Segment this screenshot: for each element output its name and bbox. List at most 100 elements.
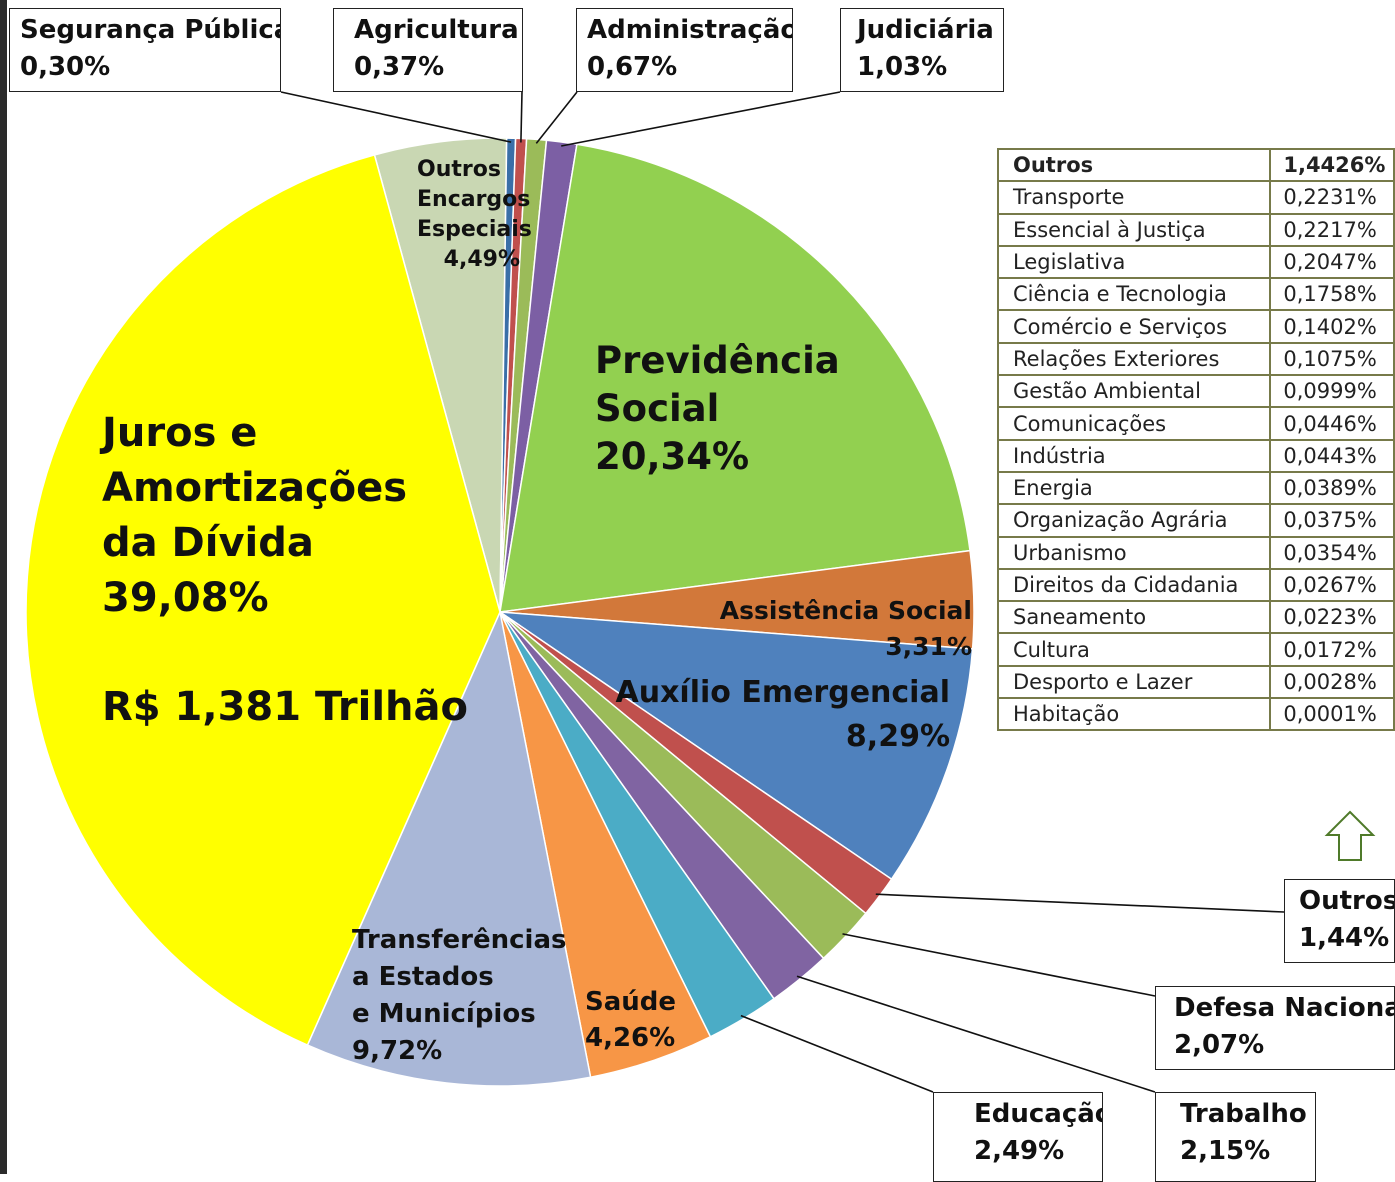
table-cell-value: 0,0389% [1269,470,1395,506]
callout-judiciaria-name: Judiciária [857,15,994,45]
table-cell-name: Indústria [996,438,1272,473]
callout-administracao-name: Administração [587,15,793,45]
table-cell-value: 0,0267% [1269,567,1395,603]
table-cell-name: Essencial à Justiça [996,212,1272,247]
label-auxilio-pct: 8,29% [846,719,950,754]
callout-judiciaria: Judiciária 1,03% [840,8,1004,92]
table-row: Legislativa 0,2047% [996,244,1395,280]
table-cell-value: 0,0375% [1269,503,1395,538]
callout-educacao: Educação 2,49% [933,1092,1103,1182]
table-cell-value: 0,0999% [1269,374,1395,409]
label-assistencia-name: Assistência Social [720,596,972,625]
label-outros-encargos-line1: Outros [417,157,501,182]
label-total: R$ 1,381 Trilhão [102,684,468,730]
label-juros-line1: Juros e [99,410,257,456]
callout-seguranca-publica: Segurança Pública 0,30% [9,8,281,92]
callout-outros-name: Outros [1299,886,1395,916]
callout-educacao-name: Educação [974,1099,1103,1129]
table-header-row: Outros 1,4426% [996,147,1395,183]
up-arrow-icon [1324,810,1376,861]
label-saude-name: Saúde [585,987,676,1017]
table-cell-name: Comércio e Serviços [996,309,1272,344]
table-cell-value: 0,0446% [1269,406,1395,441]
table-cell-value: 0,0443% [1269,438,1395,473]
table-row: Comércio e Serviços 0,1402% [996,309,1395,344]
table-cell-value: 0,0172% [1269,632,1395,667]
table-row: Desporto e Lazer 0,0028% [996,664,1395,700]
table-row: Comunicações 0,0446% [996,406,1395,441]
table-cell-value: 0,1402% [1269,309,1395,344]
table-row: Saneamento 0,0223% [996,600,1395,635]
label-outros-encargos-line3: Especiais [417,217,532,242]
table-header-value: 1,4426% [1269,147,1395,183]
table-cell-name: Direitos da Cidadania [996,567,1272,603]
label-transferencias-line2: a Estados [352,962,494,992]
label-saude-pct: 4,26% [585,1023,675,1053]
table-row: Ciência e Tecnologia 0,1758% [996,277,1395,312]
label-juros-line2: Amortizações [102,465,407,511]
label-transferencias-pct: 9,72% [352,1036,442,1066]
others-breakdown-table: Outros 1,4426% Transporte 0,2231% Essencia… [996,147,1395,732]
table-row: Direitos da Cidadania 0,0267% [996,567,1395,603]
callout-agricultura: Agricultura 0,37% [333,8,523,92]
callout-administracao-pct: 0,67% [587,52,678,82]
table-cell-value: 0,0028% [1269,664,1395,700]
table-cell-name: Urbanismo [996,535,1272,570]
table-cell-value: 0,1758% [1269,277,1395,312]
table-row: Relações Exteriores 0,1075% [996,341,1395,377]
label-previdencia-pct: 20,34% [595,435,749,478]
table-row: Energia 0,0389% [996,470,1395,506]
callout-educacao-pct: 2,49% [974,1136,1065,1166]
table-cell-value: 0,0001% [1269,697,1395,732]
pie-slice-juros-e-amortizacoes-da-divida [25,153,501,1047]
callout-defesa-nacional: Defesa Nacional 2,07% [1155,986,1395,1070]
table-cell-name: Comunicações [996,406,1272,441]
table-cell-value: 0,0223% [1269,600,1395,635]
callout-defesa-pct: 2,07% [1174,1030,1265,1060]
table-cell-name: Cultura [996,632,1272,667]
leader-line-agricultura [520,91,523,143]
callout-judiciaria-pct: 1,03% [857,52,948,82]
table-row: Habitação 0,0001% [996,697,1395,732]
label-transferencias-line1: Transferências [352,925,567,955]
table-cell-name: Relações Exteriores [996,341,1272,377]
table-row: Gestão Ambiental 0,0999% [996,374,1395,409]
table-cell-value: 0,2217% [1269,212,1395,247]
callout-trabalho: Trabalho 2,15% [1155,1092,1316,1182]
leader-line-educacao [740,1014,934,1093]
pie-slice-auxilio-emergencial [497,611,974,881]
label-juros-pct: 39,08% [102,575,269,621]
table-cell-value: 0,1075% [1269,341,1395,377]
leader-line-judiciaria [561,91,841,147]
table-row: Indústria 0,0443% [996,438,1395,473]
callout-trabalho-name: Trabalho [1180,1099,1307,1129]
callout-agricultura-pct: 0,37% [354,52,445,82]
callout-defesa-name: Defesa Nacional [1174,993,1395,1023]
callout-outros-pct: 1,44% [1299,923,1390,953]
leader-line-seguranca-publica [280,91,512,143]
table-cell-name: Desporto e Lazer [996,664,1272,700]
label-auxilio-name: Auxílio Emergencial [616,675,951,710]
leader-line-trabalho [796,975,1156,1093]
left-edge-bar [0,0,7,1174]
label-previdencia-line2: Social [595,387,719,430]
table-cell-name: Ciência e Tecnologia [996,277,1272,312]
callout-seguranca-pct: 0,30% [20,52,111,82]
label-transferencias-line3: e Municípios [352,999,536,1029]
callout-agricultura-name: Agricultura [354,15,519,45]
label-previdencia-line1: Previdência [595,339,840,382]
label-outros-encargos-pct: 4,49% [444,247,520,272]
table-cell-name: Energia [996,470,1272,506]
table-header-name: Outros [996,147,1272,183]
table-cell-name: Saneamento [996,600,1272,635]
leader-line-defesa-nacional [842,933,1156,997]
table-row: Cultura 0,0172% [996,632,1395,667]
table-cell-name: Gestão Ambiental [996,374,1272,409]
pie-slice-previdencia-social [499,143,971,613]
table-row: Transporte 0,2231% [996,180,1395,215]
table-cell-name: Habitação [996,697,1272,732]
leader-line-administracao [535,91,578,144]
table-cell-name: Organização Agrária [996,503,1272,538]
table-cell-value: 0,2231% [1269,180,1395,215]
